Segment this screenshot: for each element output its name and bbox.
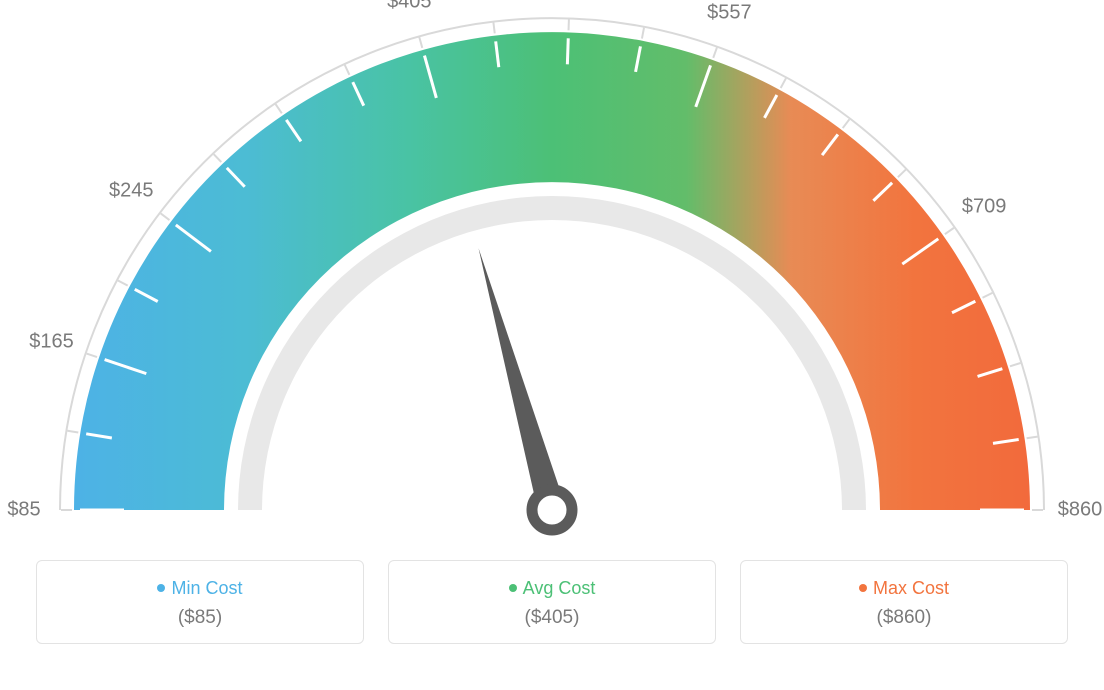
legend-value: ($85) [47, 607, 353, 629]
legend-card-max: Max Cost ($860) [740, 560, 1068, 644]
gauge-outer-tick [642, 28, 644, 39]
legend-dot-icon [859, 584, 867, 592]
gauge-tick-label: $85 [7, 499, 40, 522]
gauge-outer-tick [161, 213, 170, 220]
gauge-needle [478, 248, 565, 514]
gauge-tick-label: $165 [29, 330, 74, 353]
gauge-svg [0, 0, 1104, 560]
legend-row: Min Cost ($85) Avg Cost ($405) Max Cost ($860… [0, 560, 1104, 644]
legend-card-avg: Avg Cost ($405) [388, 560, 716, 644]
gauge-needle-hub [532, 490, 572, 530]
gauge-outer-tick [67, 431, 78, 433]
gauge-tick-label: $709 [962, 195, 1007, 218]
legend-card-min: Min Cost ($85) [36, 560, 364, 644]
gauge-tick-label: $245 [109, 180, 154, 203]
gauge-outer-tick [983, 293, 993, 298]
legend-title-text: Avg Cost [523, 578, 596, 598]
gauge-outer-tick [214, 154, 222, 162]
gauge-outer-tick [87, 354, 97, 358]
gauge-outer-tick [1010, 363, 1020, 366]
gauge-outer-tick [118, 280, 128, 285]
legend-title: Min Cost [47, 577, 353, 599]
legend-title-text: Max Cost [873, 578, 949, 598]
gauge-outer-tick [945, 228, 954, 234]
legend-dot-icon [509, 584, 517, 592]
gauge-outer-tick [345, 65, 350, 75]
gauge-outer-tick [781, 78, 786, 88]
gauge-outer-tick [276, 104, 282, 113]
legend-dot-icon [157, 584, 165, 592]
legend-title: Max Cost [751, 577, 1057, 599]
gauge-tick-label: $557 [707, 1, 752, 24]
gauge-outer-tick [713, 48, 717, 58]
legend-title-text: Min Cost [171, 578, 242, 598]
gauge-tick [567, 38, 568, 64]
gauge-outer-tick [1027, 437, 1038, 439]
gauge-container: $85 $165 $245 $405 $557 $709 $860 [0, 0, 1104, 560]
legend-value: ($860) [751, 607, 1057, 629]
gauge-outer-tick [419, 37, 422, 48]
legend-title: Avg Cost [399, 577, 705, 599]
gauge-outer-tick [843, 119, 850, 128]
gauge-outer-tick [898, 170, 906, 178]
gauge-band [74, 32, 1030, 510]
legend-value: ($405) [399, 607, 705, 629]
gauge-outer-tick [493, 23, 494, 34]
gauge-tick-label: $860 [1058, 499, 1103, 522]
gauge-tick-label: $405 [387, 0, 432, 13]
